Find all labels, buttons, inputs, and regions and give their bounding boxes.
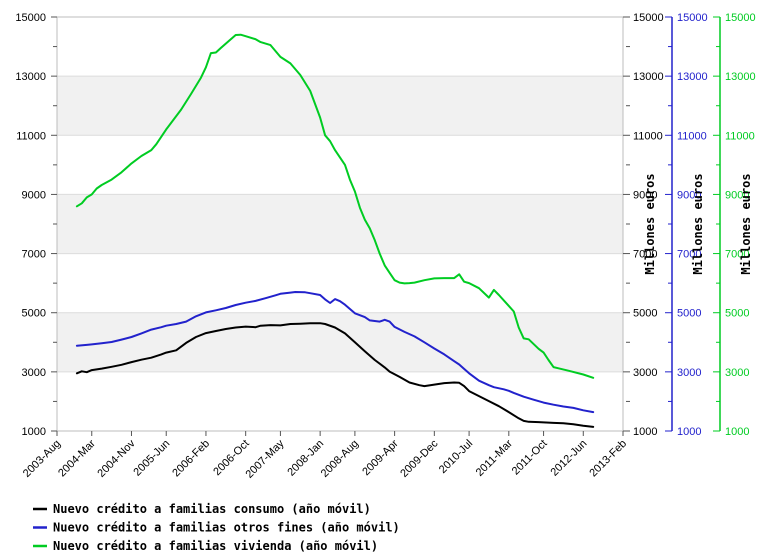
series-line-1 — [75, 291, 595, 414]
right-axis-tick-label: 3000 — [677, 367, 701, 379]
chart-generated-layers: 1000 3000 5000 7000 9000 11000 13000 15000 2003-… — [15, 12, 755, 481]
right-axis-tick-label: 7000 — [725, 249, 749, 261]
right-axis-tick-label: 1000 — [677, 426, 701, 438]
right-axis-tick-label: 3000 — [633, 367, 657, 379]
x-axis-tick-label: 2011-Oct — [510, 438, 550, 478]
left-axis-tick-label: 7000 — [22, 249, 46, 261]
y-axis-unit-label: Millones euros — [691, 173, 705, 274]
right-axis-tick-label: 11000 — [677, 130, 707, 142]
right-axis-tick-label: 7000 — [677, 249, 701, 261]
right-axis-tick-label: 15000 — [725, 12, 756, 24]
right-axis-tick-label: 9000 — [633, 189, 657, 201]
x-axis-tick-label: 2004-Mar — [56, 437, 98, 479]
series-line-0 — [75, 322, 595, 428]
plot-band — [57, 135, 623, 195]
x-axis-tick-label: 2011-Mar — [474, 437, 515, 478]
right-axis-tick-label: 5000 — [725, 308, 749, 320]
x-axis-tick-label: 2004-Nov — [95, 437, 138, 480]
legend-label-otros-fines: Nuevo crédito a familias otros fines (añ… — [53, 521, 400, 535]
x-axis-tick-label: 2013-Feb — [587, 438, 629, 480]
x-axis-tick-label: 2007-May — [243, 437, 286, 480]
right-axis-tick-label: 7000 — [633, 249, 657, 261]
plot-band — [57, 312, 623, 372]
left-axis-tick-label: 13000 — [15, 71, 46, 83]
right-axis-tick-label: 1000 — [725, 426, 749, 438]
x-axis-tick-label: 2008-Aug — [319, 438, 361, 480]
right-axis-tick-label: 3000 — [725, 367, 749, 379]
series-line-2 — [75, 33, 595, 379]
left-axis-tick-label: 15000 — [15, 12, 46, 24]
right-axis-tick-label: 1000 — [633, 426, 657, 438]
x-axis-tick-label: 2006-Feb — [170, 438, 212, 480]
x-axis-tick-label: 2003-Aug — [21, 438, 63, 480]
x-axis-tick-label: 2009-Apr — [360, 437, 401, 478]
plot-band — [57, 76, 623, 136]
y-axis-unit-label: Millones euros — [739, 173, 753, 274]
legend-label-vivienda: Nuevo crédito a familias vivienda (año m… — [53, 539, 378, 553]
plot-band — [57, 17, 623, 77]
right-axis-tick-label: 9000 — [677, 189, 701, 201]
left-axis-tick-label: 9000 — [22, 189, 46, 201]
plot-band — [57, 194, 623, 254]
plot-band — [57, 253, 623, 313]
left-axis-tick-label: 11000 — [16, 130, 46, 142]
right-axis-tick-label: 5000 — [633, 308, 657, 320]
right-axis-tick-label: 13000 — [633, 71, 664, 83]
left-axis-tick-label: 5000 — [22, 308, 46, 320]
x-axis-tick-label: 2009-Dec — [398, 437, 441, 480]
right-axis-tick-label: 5000 — [677, 308, 701, 320]
x-axis-tick-label: 2012-Jun — [548, 438, 589, 479]
right-axis-tick-label: 13000 — [677, 71, 708, 83]
right-axis-tick-label: 15000 — [633, 12, 664, 24]
right-axis-tick-label: 15000 — [677, 12, 708, 24]
y-axis-unit-label: Millones euros — [643, 173, 657, 274]
x-axis-tick-label: 2010-Jul — [437, 438, 475, 476]
left-axis-tick-label: 3000 — [22, 367, 46, 379]
right-axis-tick-label: 13000 — [725, 71, 756, 83]
right-axis-tick-label: 11000 — [633, 130, 663, 142]
right-axis-tick-label: 11000 — [725, 130, 755, 142]
x-axis-tick-label: 2005-Jun — [131, 438, 172, 479]
chart-legend: Nuevo crédito a familias consumo (año mó… — [33, 502, 400, 553]
legend-label-consumo: Nuevo crédito a familias consumo (año mó… — [53, 502, 371, 516]
right-axis-tick-label: 9000 — [725, 189, 749, 201]
left-axis-tick-label: 1000 — [22, 426, 46, 438]
